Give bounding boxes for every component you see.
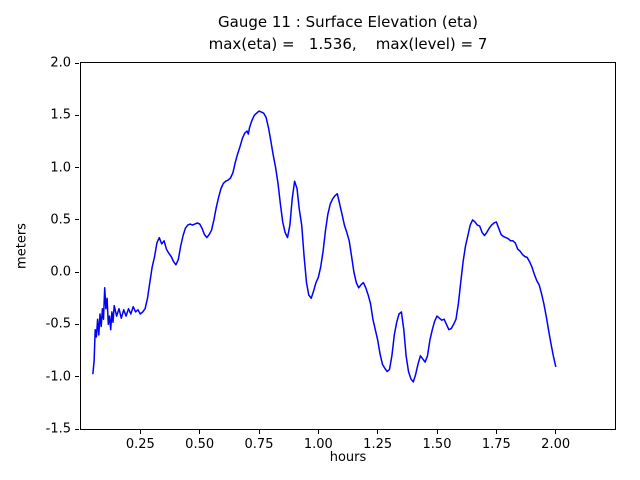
x-tick-mark	[317, 430, 319, 434]
x-tick-label: 0.25	[125, 437, 155, 452]
y-tick-mark	[75, 62, 79, 64]
y-tick-label: 0.0	[50, 264, 71, 280]
x-tick-mark	[436, 430, 438, 434]
line-plot	[92, 110, 557, 383]
y-tick-mark	[75, 219, 79, 221]
y-tick-label: 1.0	[50, 160, 71, 176]
x-tick-label: 1.25	[363, 437, 393, 452]
chart-title: Gauge 11 : Surface Elevation (eta)	[218, 13, 478, 31]
y-tick-label: 1.5	[50, 107, 71, 123]
x-tick-label: 1.00	[303, 437, 333, 452]
y-tick-label: -0.5	[45, 316, 71, 332]
y-axis-label: meters	[14, 223, 30, 269]
y-tick-mark	[75, 271, 79, 273]
chart-title-block: Gauge 11 : Surface Elevation (eta) max(e…	[80, 12, 616, 56]
y-tick-label: 2.0	[50, 55, 71, 71]
chart-subtitle: max(eta) = 1.536, max(level) = 7	[208, 34, 488, 53]
y-tick-mark	[75, 428, 79, 430]
x-tick-mark	[377, 430, 379, 434]
x-tick-label: 1.50	[422, 437, 452, 452]
x-tick-mark	[258, 430, 260, 434]
x-tick-mark	[139, 430, 141, 434]
x-tick-label: 2.00	[541, 437, 571, 452]
x-tick-mark	[199, 430, 201, 434]
x-tick-mark	[555, 430, 557, 434]
x-tick-label: 1.75	[481, 437, 511, 452]
y-tick-mark	[75, 323, 79, 325]
y-tick-mark	[75, 114, 79, 116]
x-tick-label: 0.50	[185, 437, 215, 452]
eta-series-line	[92, 110, 557, 383]
x-axis-label: hours	[329, 450, 367, 465]
y-tick-label: -1.5	[45, 421, 71, 437]
y-tick-label: -1.0	[45, 369, 71, 385]
x-tick-mark	[495, 430, 497, 434]
y-tick-label: 0.5	[50, 212, 71, 228]
y-tick-mark	[75, 376, 79, 378]
x-tick-label: 0.75	[244, 437, 274, 452]
plot-area	[80, 62, 616, 430]
y-tick-mark	[75, 167, 79, 169]
